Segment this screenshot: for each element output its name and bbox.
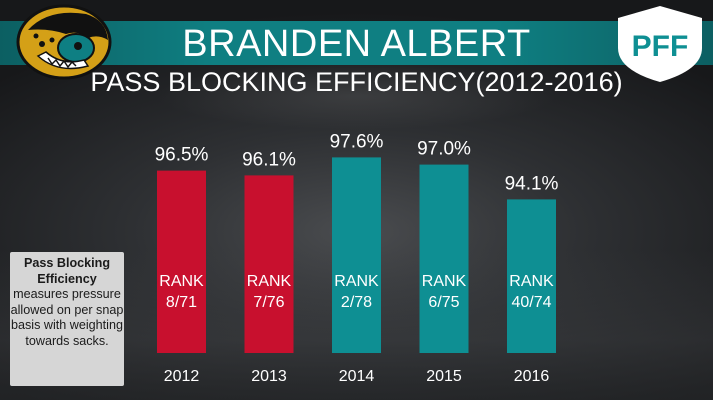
- chart-subtitle: PASS BLOCKING EFFICIENCY(2012-2016): [90, 67, 623, 97]
- x-tick-label: 2014: [339, 368, 375, 385]
- rank-label: RANK: [509, 273, 554, 290]
- rank-value: 8/71: [166, 294, 197, 311]
- pff-logo-text: PFF: [632, 30, 689, 63]
- bar-2014: [332, 157, 381, 353]
- x-tick-label: 2015: [426, 368, 462, 385]
- bar-2015: [419, 164, 469, 353]
- pff-logo-icon: PFF: [618, 6, 702, 82]
- info-box: Pass Blocking Efficiency measures pressu…: [10, 252, 124, 386]
- info-box-body: measures pressure allowed on per snap ba…: [10, 287, 124, 348]
- info-box-title: Pass Blocking Efficiency: [23, 256, 111, 286]
- value-label: 94.1%: [505, 173, 559, 194]
- value-label: 96.5%: [155, 145, 209, 166]
- header-band: [0, 21, 713, 65]
- rank-label: RANK: [422, 273, 467, 290]
- value-label: 97.6%: [330, 131, 384, 152]
- bar-2016: [507, 199, 556, 353]
- rank-value: 40/74: [511, 294, 551, 311]
- rank-label: RANK: [334, 273, 379, 290]
- bar-2013: [244, 175, 294, 353]
- rank-value: 2/78: [341, 294, 372, 311]
- jaguars-logo-icon: [16, 4, 112, 80]
- page-title: BRANDEN ALBERT: [182, 23, 531, 65]
- x-tick-label: 2016: [514, 368, 550, 385]
- rank-label: RANK: [247, 273, 292, 290]
- value-label: 96.1%: [242, 149, 296, 170]
- x-tick-label: 2013: [251, 368, 287, 385]
- rank-label: RANK: [159, 273, 204, 290]
- x-tick-label: 2012: [164, 368, 200, 385]
- value-label: 97.0%: [417, 139, 471, 160]
- rank-value: 6/75: [428, 294, 459, 311]
- rank-value: 7/76: [253, 294, 284, 311]
- bar-2012: [157, 170, 206, 353]
